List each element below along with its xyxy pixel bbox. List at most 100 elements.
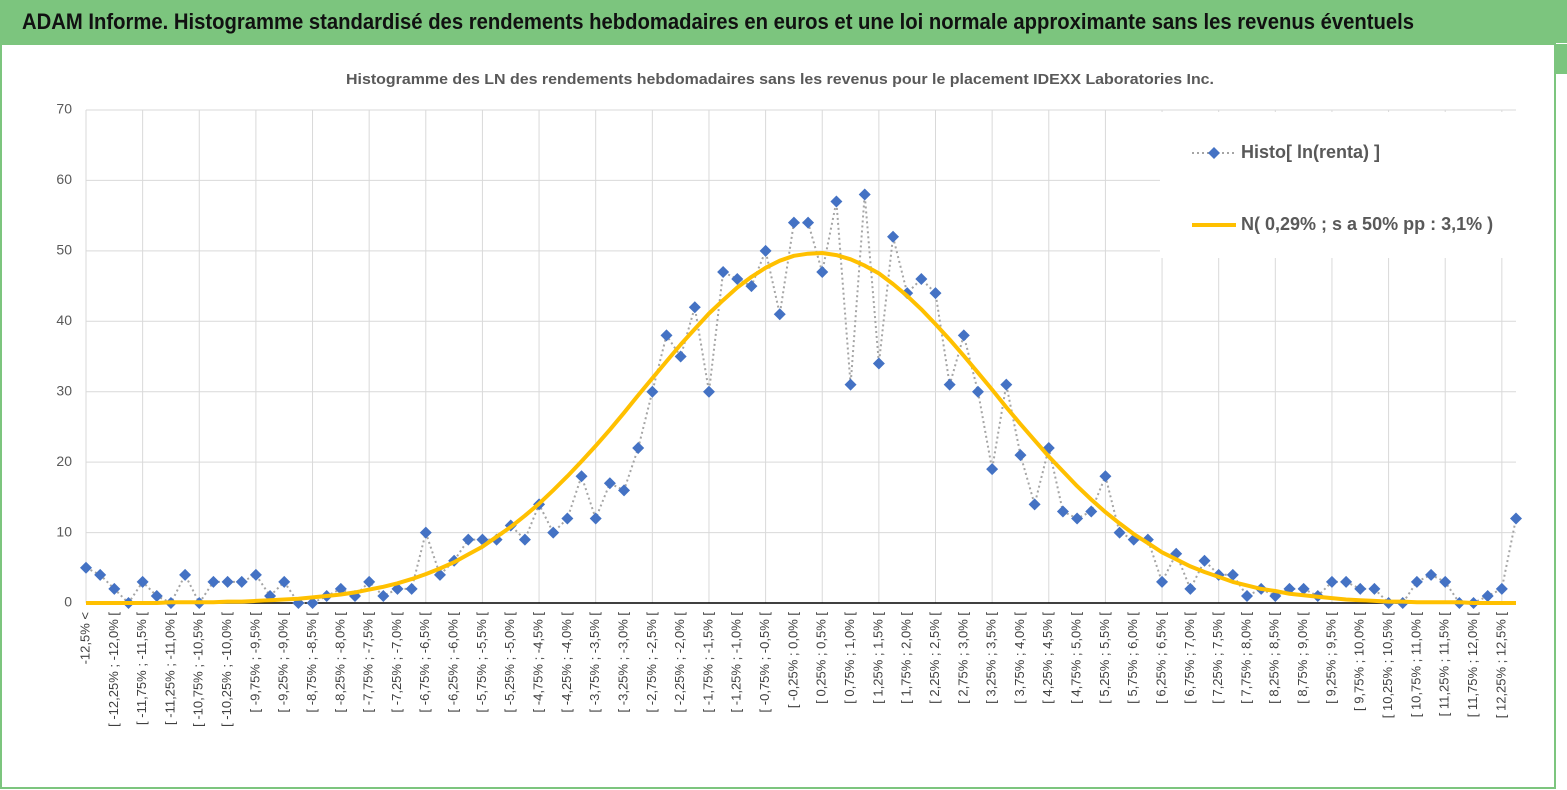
x-tick-label: [ -9,75% ; -9,5% [ (247, 612, 262, 713)
diamond-marker (1028, 498, 1041, 511)
legend-label: N( 0,29% ; s a 50% pp : 3,1% ) (1241, 214, 1493, 234)
diamond-marker (1340, 575, 1353, 588)
diamond-marker (1198, 554, 1211, 567)
x-tick-label: [ 2,25% ; 2,5% [ (927, 612, 942, 704)
x-tick-label: [ -7,25% ; -7,0% [ (389, 612, 404, 713)
diamond-marker (462, 533, 475, 546)
diamond-marker (108, 582, 121, 595)
diamond-marker (561, 512, 574, 525)
diamond-marker (377, 589, 390, 602)
x-tick-label: [ 11,25% ; 11,5% [ (1437, 612, 1452, 717)
diamond-marker (1410, 575, 1423, 588)
diamond-marker (363, 575, 376, 588)
x-tick-label: [ 0,25% ; 0,5% [ (814, 612, 829, 704)
diamond-marker (618, 484, 631, 497)
diamond-marker (915, 273, 928, 286)
diamond-marker (731, 273, 744, 286)
y-tick-label: 20 (56, 453, 72, 469)
x-tick-label: [ 9,75% ; 10,0% [ (1352, 612, 1367, 711)
x-tick-label: [ -5,75% ; -5,5% [ (474, 612, 489, 713)
diamond-marker (802, 216, 815, 229)
diamond-marker (702, 385, 715, 398)
x-tick-label: [ -0,25% ; 0,0% [ (785, 612, 800, 708)
diamond-marker (717, 265, 730, 278)
diamond-marker (646, 385, 659, 398)
x-tick-label: [ -11,25% ; -11,0% [ (162, 612, 177, 725)
x-tick-label: [ 6,75% ; 7,0% [ (1182, 612, 1197, 704)
diamond-marker (1297, 582, 1310, 595)
x-tick-label: [ 4,75% ; 5,0% [ (1069, 612, 1084, 704)
diamond-marker (94, 568, 107, 581)
y-tick-label: 40 (56, 312, 72, 328)
diamond-marker (1099, 470, 1112, 483)
diamond-marker (278, 575, 291, 588)
x-tick-label: [ -3,25% ; -3,0% [ (615, 612, 630, 713)
x-tick-label: [ 4,25% ; 4,5% [ (1040, 612, 1055, 704)
diamond-marker (603, 477, 616, 490)
x-tick-label: [ -9,25% ; -9,0% [ (276, 612, 291, 713)
diamond-marker (1000, 378, 1013, 391)
legend-box (1160, 112, 1516, 258)
diamond-marker (221, 575, 234, 588)
diamond-marker (207, 575, 220, 588)
x-tick-label: [ 11,75% ; 12,0% [ (1465, 612, 1480, 718)
x-tick-label: [ 5,75% ; 6,0% [ (1125, 612, 1140, 704)
x-tick-label: [ 7,25% ; 7,5% [ (1210, 612, 1225, 704)
diamond-marker (759, 244, 772, 257)
diamond-marker (816, 265, 829, 278)
x-tick-label: [ 3,25% ; 3,5% [ (984, 612, 999, 704)
diamond-marker (334, 582, 347, 595)
diamond-marker (632, 442, 645, 455)
x-tick-label: [ 9,25% ; 9,5% [ (1323, 612, 1338, 704)
diamond-marker (1113, 526, 1126, 539)
x-tick-label: [ -4,75% ; -4,5% [ (531, 612, 546, 713)
x-tick-label: [ -3,75% ; -3,5% [ (587, 612, 602, 713)
banner (0, 0, 1567, 43)
diamond-marker (405, 582, 418, 595)
diamond-marker (1368, 582, 1381, 595)
x-tick-label: [ -5,25% ; -5,0% [ (502, 612, 517, 713)
x-tick-label: [ -10,25% ; -10,0% [ (219, 612, 234, 727)
frame (0, 43, 1556, 789)
x-tick-label: [ 8,75% ; 9,0% [ (1295, 612, 1310, 704)
diamond-marker (249, 568, 262, 581)
y-tick-label: 30 (56, 382, 72, 398)
x-tick-label: [ -2,75% ; -2,5% [ (644, 612, 659, 713)
x-tick-label: [ -10,75% ; -10,5% [ (191, 612, 206, 727)
diamond-marker (419, 526, 432, 539)
diamond-marker (943, 378, 956, 391)
diamond-marker (80, 561, 92, 574)
x-tick-label: [ 5,25% ; 5,5% [ (1097, 612, 1112, 704)
diamond-marker (179, 568, 192, 581)
x-tick-label: [ 1,75% ; 2,0% [ (899, 612, 914, 704)
x-tick-label: [ -1,75% ; -1,5% [ (700, 612, 715, 713)
y-tick-label: 70 (56, 101, 72, 117)
diamond-marker (1056, 505, 1069, 518)
diamond-marker (887, 230, 900, 243)
diamond-marker (1439, 575, 1452, 588)
x-tick-label: [ -2,25% ; -2,0% [ (672, 612, 687, 713)
diamond-marker (1156, 575, 1169, 588)
diamond-marker (929, 287, 942, 300)
x-tick-label: [ 7,75% ; 8,0% [ (1238, 612, 1253, 704)
x-tick-label: [ 12,25% ; 12,5% [ (1493, 612, 1508, 719)
diamond-marker (235, 575, 248, 588)
diamond-marker (1184, 582, 1197, 595)
x-tick-label: [ 8,25% ; 8,5% [ (1267, 612, 1282, 704)
y-tick-label: 10 (56, 523, 72, 539)
diamond-marker (1325, 575, 1338, 588)
diamond-marker (136, 575, 149, 588)
x-tick-label: [ -8,75% ; -8,5% [ (304, 612, 319, 713)
x-tick-label: [ -8,25% ; -8,0% [ (332, 612, 347, 713)
diamond-marker (1240, 589, 1253, 602)
x-tick-label: [ 3,75% ; 4,0% [ (1012, 612, 1027, 704)
diamond-marker (1085, 505, 1098, 518)
x-tick-label: -12,5% < (77, 612, 92, 664)
diamond-marker (830, 195, 843, 208)
diamond-marker (547, 526, 560, 539)
diamond-marker (660, 329, 673, 342)
x-tick-label: [ -11,75% ; -11,5% [ (134, 612, 149, 725)
diamond-marker (150, 589, 163, 602)
x-tick-label: [ 6,25% ; 6,5% [ (1153, 612, 1168, 704)
